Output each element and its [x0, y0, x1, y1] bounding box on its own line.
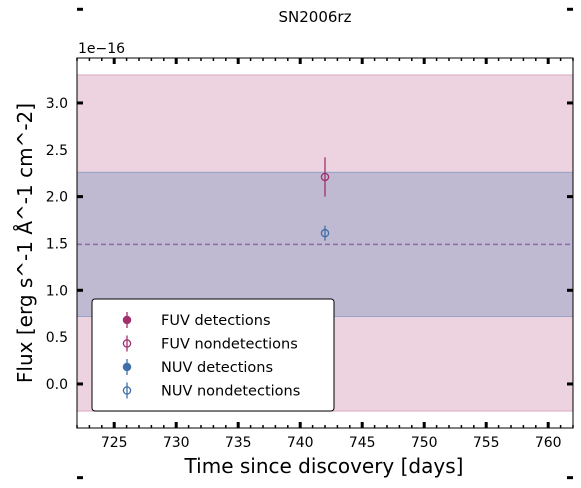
data-point	[320, 228, 330, 238]
legend-label: FUV detections	[161, 313, 271, 329]
legend-marker	[122, 315, 132, 325]
y-offset-label: 1e−16	[78, 41, 125, 57]
legend-label: FUV nondetections	[161, 337, 298, 353]
y-axis-label: Flux [erg s^-1 Å^-1 cm^-2]	[13, 103, 37, 383]
legend-label: NUV detections	[161, 360, 273, 376]
x-tick-label: 755	[473, 435, 500, 451]
x-axis-label: Time since discovery [days]	[184, 454, 464, 478]
x-tick-label: 735	[225, 435, 252, 451]
legend-marker	[122, 362, 132, 372]
x-tick-label: 725	[101, 435, 128, 451]
x-tick-label: 745	[349, 435, 376, 451]
y-tick-label: 1.5	[46, 236, 68, 252]
data-point	[320, 172, 330, 182]
x-tick-label: 750	[411, 435, 438, 451]
y-tick-label: 0.5	[46, 330, 68, 346]
y-tick-label: 0.0	[46, 377, 68, 393]
legend-box	[91, 298, 335, 412]
legend-marker	[122, 339, 132, 348]
x-tick-label: 730	[163, 435, 190, 451]
x-tick-label: 760	[535, 435, 562, 451]
y-tick-label: 2.0	[46, 190, 68, 206]
y-tick-label: 1.0	[46, 283, 68, 299]
x-tick-label: 740	[287, 435, 314, 451]
chart-title: SN2006rz	[279, 8, 352, 26]
legend-label: NUV nondetections	[161, 384, 300, 400]
legend-marker	[122, 386, 132, 395]
y-tick-label: 2.5	[46, 143, 68, 159]
y-tick-label: 3.0	[46, 96, 68, 112]
axes: 725 730 735 740 745 750 755 760 0.0 0.5 1.0 1.5 2.0 2…	[46, 7, 574, 480]
legend: FUV detections FUV nondetections NUV detec…	[91, 298, 335, 412]
